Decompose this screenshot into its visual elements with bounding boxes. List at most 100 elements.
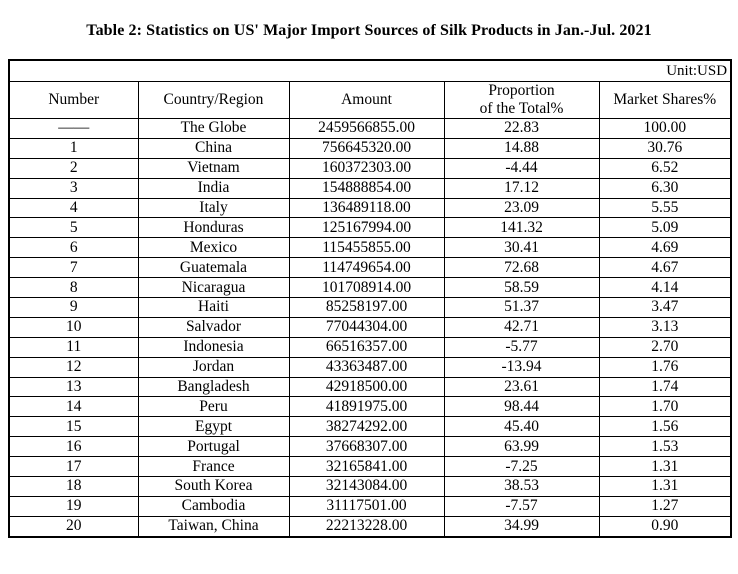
cell-market-shares: 1.76 — [598, 356, 732, 378]
cell-number: 18 — [8, 476, 139, 497]
table-row: 10 Salvador 77044304.00 42.71 3.13 — [8, 316, 732, 338]
cell-proportion: -4.44 — [443, 157, 600, 179]
cell-amount: 41891975.00 — [288, 396, 445, 418]
table-row: 6 Mexico 115455855.00 30.41 4.69 — [8, 237, 732, 259]
table-row: 1 China 756645320.00 14.88 30.76 — [8, 137, 732, 159]
cell-country-region: Indonesia — [137, 336, 290, 358]
cell-market-shares: 5.09 — [598, 217, 732, 239]
cell-amount: 31117501.00 — [288, 495, 445, 517]
table-row: 20 Taiwan, China 22213228.00 34.99 0.90 — [8, 515, 732, 538]
cell-market-shares: 4.14 — [598, 277, 732, 299]
cell-proportion: 58.59 — [443, 277, 600, 299]
cell-number: 12 — [8, 356, 139, 378]
cell-proportion: 42.71 — [443, 316, 600, 338]
cell-number: 1 — [8, 137, 139, 159]
cell-country-region: Nicaragua — [137, 277, 290, 299]
cell-country-region: France — [137, 456, 290, 478]
cell-proportion: 38.53 — [443, 476, 600, 497]
table-row: 14 Peru 41891975.00 98.44 1.70 — [8, 396, 732, 418]
cell-market-shares: 5.55 — [598, 197, 732, 219]
cell-market-shares: 1.31 — [598, 456, 732, 478]
cell-country-region: Mexico — [137, 237, 290, 259]
cell-country-region: Salvador — [137, 316, 290, 338]
cell-country-region: Honduras — [137, 217, 290, 239]
cell-number: —— — [8, 118, 139, 139]
cell-proportion: 34.99 — [443, 515, 600, 538]
cell-number: 2 — [8, 157, 139, 179]
cell-amount: 2459566855.00 — [288, 118, 445, 139]
cell-number: 13 — [8, 376, 139, 398]
cell-proportion: 51.37 — [443, 297, 600, 318]
cell-market-shares: 2.70 — [598, 336, 732, 358]
cell-market-shares: 1.53 — [598, 436, 732, 458]
cell-country-region: Portugal — [137, 436, 290, 458]
cell-country-region: Guatemala — [137, 257, 290, 279]
cell-proportion: -7.57 — [443, 495, 600, 517]
cell-market-shares: 6.30 — [598, 177, 732, 199]
cell-amount: 32143084.00 — [288, 476, 445, 497]
cell-number: 15 — [8, 416, 139, 438]
table-row: 5 Honduras 125167994.00 141.32 5.09 — [8, 217, 732, 239]
cell-number: 17 — [8, 456, 139, 478]
cell-number: 10 — [8, 316, 139, 338]
cell-market-shares: 1.56 — [598, 416, 732, 438]
cell-market-shares: 1.31 — [598, 476, 732, 497]
cell-proportion: 14.88 — [443, 137, 600, 159]
header-row: Number Country/Region Amount Proportion … — [8, 81, 732, 119]
table-row: 9 Haiti 85258197.00 51.37 3.47 — [8, 297, 732, 318]
cell-proportion: 17.12 — [443, 177, 600, 199]
cell-market-shares: 4.67 — [598, 257, 732, 279]
cell-amount: 125167994.00 — [288, 217, 445, 239]
cell-number: 9 — [8, 297, 139, 318]
cell-market-shares: 4.69 — [598, 237, 732, 259]
cell-proportion: 72.68 — [443, 257, 600, 279]
cell-number: 6 — [8, 237, 139, 259]
cell-amount: 32165841.00 — [288, 456, 445, 478]
cell-country-region: Peru — [137, 396, 290, 418]
col-header-market-shares: Market Shares% — [598, 81, 732, 119]
cell-proportion: 30.41 — [443, 237, 600, 259]
cell-amount: 136489118.00 — [288, 197, 445, 219]
table-row: 19 Cambodia 31117501.00 -7.57 1.27 — [8, 495, 732, 517]
cell-market-shares: 0.90 — [598, 515, 732, 538]
cell-proportion: -13.94 — [443, 356, 600, 378]
cell-country-region: Taiwan, China — [137, 515, 290, 538]
cell-market-shares: 100.00 — [598, 118, 732, 139]
cell-number: 4 — [8, 197, 139, 219]
cell-number: 3 — [8, 177, 139, 199]
table-row: 4 Italy 136489118.00 23.09 5.55 — [8, 197, 732, 219]
cell-country-region: Bangladesh — [137, 376, 290, 398]
cell-market-shares: 1.27 — [598, 495, 732, 517]
table-row: 15 Egypt 38274292.00 45.40 1.56 — [8, 416, 732, 438]
cell-amount: 101708914.00 — [288, 277, 445, 299]
table-row: 8 Nicaragua 101708914.00 58.59 4.14 — [8, 277, 732, 299]
cell-country-region: Italy — [137, 197, 290, 219]
cell-number: 8 — [8, 277, 139, 299]
cell-market-shares: 1.74 — [598, 376, 732, 398]
cell-proportion: 23.61 — [443, 376, 600, 398]
cell-amount: 22213228.00 — [288, 515, 445, 538]
cell-number: 14 — [8, 396, 139, 418]
cell-number: 11 — [8, 336, 139, 358]
table-row: 18 South Korea 32143084.00 38.53 1.31 — [8, 476, 732, 497]
cell-number: 7 — [8, 257, 139, 279]
cell-country-region: South Korea — [137, 476, 290, 497]
cell-country-region: Haiti — [137, 297, 290, 318]
table-title: Table 2: Statistics on US' Major Import … — [86, 22, 652, 39]
cell-market-shares: 3.47 — [598, 297, 732, 318]
table-row: 16 Portugal 37668307.00 63.99 1.53 — [8, 436, 732, 458]
cell-amount: 114749654.00 — [288, 257, 445, 279]
cell-proportion: 63.99 — [443, 436, 600, 458]
cell-amount: 38274292.00 — [288, 416, 445, 438]
cell-amount: 77044304.00 — [288, 316, 445, 338]
import-statistics-table: Unit:USD Number Country/Region Amount Pr… — [8, 59, 733, 538]
cell-proportion: -5.77 — [443, 336, 600, 358]
cell-market-shares: 30.76 — [598, 137, 732, 159]
cell-amount: 43363487.00 — [288, 356, 445, 378]
table-row: 2 Vietnam 160372303.00 -4.44 6.52 — [8, 157, 732, 179]
table-body: —— The Globe 2459566855.00 22.83 100.00 1 Chin… — [8, 118, 732, 538]
cell-country-region: China — [137, 137, 290, 159]
cell-market-shares: 1.70 — [598, 396, 732, 418]
col-header-country-region: Country/Region — [137, 81, 290, 119]
cell-number: 20 — [8, 515, 139, 538]
